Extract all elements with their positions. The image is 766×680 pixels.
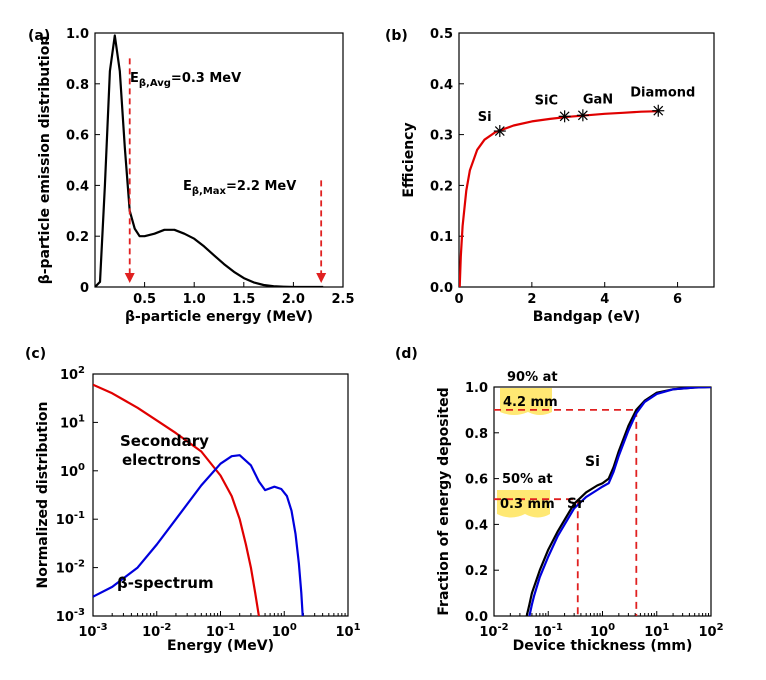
panel-a-ytick-label: 1.0 [66, 27, 89, 42]
panel-b-marker-sic [558, 110, 571, 123]
panel-a-annotation: Eβ,Max=2.2 MeV [183, 179, 296, 197]
panel-d-series-label: Si [585, 454, 600, 470]
panel-d-annotation: 90% at [507, 370, 558, 385]
panel-d-xtick-label: 10-1 [534, 622, 563, 640]
panel-b-series-0 [459, 110, 660, 287]
panel-c-xlabel: Energy (MeV) [167, 638, 274, 654]
panel-b-xtick-label: 2 [527, 292, 536, 307]
panel-d-ylabel: Fraction of energy deposited [436, 387, 452, 615]
panel-d-highlight [497, 490, 550, 518]
panel-d-series-label: Sr [567, 496, 584, 512]
panel-b-xtick-label: 4 [600, 292, 609, 307]
panel-a-marker-arrow [124, 273, 135, 283]
panel-c-xtick-label: 10-2 [142, 622, 171, 640]
panel-a-xtick-label: 2.5 [331, 292, 354, 307]
panel-d-ytick-label: 0.2 [465, 564, 488, 579]
panel-d-xtick-label: 101 [644, 622, 669, 640]
panel-c-series-label: electrons [122, 451, 201, 469]
panel-b-ytick-label: 0.5 [430, 27, 453, 42]
panel-c-series-label: β-spectrum [117, 574, 214, 592]
panel-b-marker-si [493, 125, 506, 138]
panel-b-ytick-label: 0.1 [430, 230, 453, 245]
panel-c-ytick-label: 10-3 [56, 607, 85, 625]
panel-c-xtick-label: 101 [335, 622, 360, 640]
panel-b-xtick-label: 6 [673, 292, 682, 307]
panel-b-point-label: SiC [535, 93, 558, 108]
panel-b-marker-diamond [652, 104, 665, 117]
panel-a-annotation: Eβ,Avg=0.3 MeV [130, 71, 241, 89]
panel-b-point-label: Si [478, 110, 492, 125]
panel-d-xtick-label: 100 [590, 622, 615, 640]
panel-d-annotation: 50% at [502, 472, 553, 487]
panel-d-highlight [500, 388, 552, 415]
panel-b-marker-gan [576, 109, 589, 122]
panel-c-ytick-label: 102 [60, 365, 85, 383]
panel-d-xtick-label: 102 [698, 622, 723, 640]
panel-a-ytick-label: 0.8 [66, 78, 89, 93]
panel-d-series-1 [528, 387, 711, 616]
panel-b-ylabel: Efficiency [401, 122, 417, 197]
panel-d-ytick-label: 0.4 [465, 518, 488, 533]
panel-d-annotation: 0.3 mm [500, 497, 555, 512]
panel-b-label: (b) [385, 28, 408, 44]
panel-d-xlabel: Device thickness (mm) [513, 638, 693, 654]
panel-b-xlabel: Bandgap (eV) [533, 309, 641, 325]
panel-a-ytick-label: 0 [80, 281, 89, 296]
panel-d-ytick-label: 0.6 [465, 473, 488, 488]
panel-c-series-1 [93, 454, 304, 616]
panel-c-xtick-label: 100 [272, 622, 297, 640]
panel-c-ytick-label: 10-2 [56, 559, 85, 577]
panel-d-xtick-label: 10-2 [479, 622, 508, 640]
panel-d-label: (d) [395, 346, 418, 362]
panel-b-point-label: GaN [583, 92, 613, 107]
panel-a-marker-arrow [316, 273, 327, 283]
panel-a-frame [94, 32, 344, 288]
panel-c-ytick-label: 100 [60, 462, 85, 480]
panel-b-ytick-label: 0.3 [430, 129, 453, 144]
panel-a-xtick-label: 1.5 [232, 292, 255, 307]
panel-a-xtick-label: 0.5 [133, 292, 156, 307]
panel-c-series-label: Secondary [120, 432, 209, 450]
panel-a-series-0 [95, 34, 324, 287]
panel-a-xtick-label: 1.0 [183, 292, 206, 307]
panel-d-ytick-label: 1.0 [465, 381, 488, 396]
panel-b-frame [458, 32, 715, 288]
panel-c-xtick-label: 10-1 [206, 622, 235, 640]
panel-a-ylabel: β-particle emission distribution [37, 36, 53, 285]
panel-c-label: (c) [25, 346, 46, 362]
panel-d-ytick-label: 0.0 [465, 610, 488, 625]
panel-a-ytick-label: 0.6 [66, 129, 89, 144]
panel-d-ytick-label: 0.8 [465, 427, 488, 442]
panel-a-xtick-label: 2.0 [282, 292, 305, 307]
panel-a-xlabel: β-particle energy (MeV) [125, 309, 313, 325]
panel-a-label: (a) [28, 28, 50, 44]
panel-a-ytick-label: 0.2 [66, 230, 89, 245]
panel-b-point-label: Diamond [630, 86, 695, 101]
panel-c-ytick-label: 101 [60, 413, 85, 431]
panel-b-ytick-label: 0.0 [430, 281, 453, 296]
panel-c-xtick-label: 10-3 [78, 622, 107, 640]
panel-b-xtick-label: 0 [454, 292, 463, 307]
panel-a-ytick-label: 0.4 [66, 179, 89, 194]
panel-b-ytick-label: 0.2 [430, 179, 453, 194]
panel-d-annotation: 4.2 mm [503, 395, 558, 410]
panel-c-series-0 [93, 383, 260, 616]
panel-c-ylabel: Normalized distribution [35, 401, 51, 588]
panel-b-ytick-label: 0.4 [430, 78, 453, 93]
panel-c-ytick-label: 10-1 [56, 510, 85, 528]
